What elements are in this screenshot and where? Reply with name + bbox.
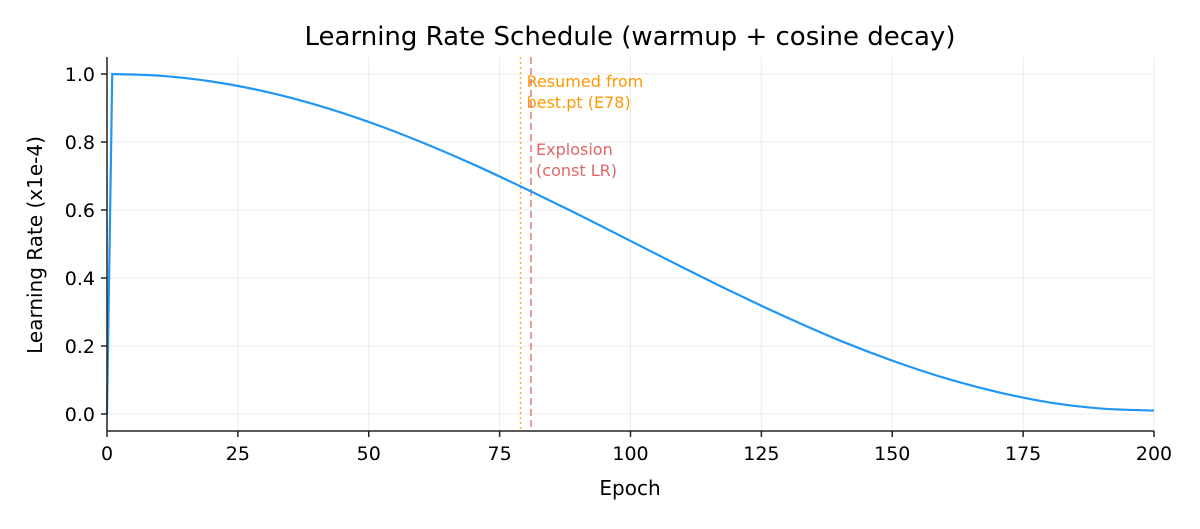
y-tick-label: 0.4 [65, 268, 95, 290]
series [105, 72, 1155, 415]
x-tick-label: 175 [1005, 443, 1041, 465]
x-tick-label: 25 [226, 443, 250, 465]
y-tick-label: 0.8 [65, 132, 95, 154]
vline-annotation: Explosion (const LR) [536, 140, 617, 180]
vlines: Resumed from best.pt (E78) Explosion (const… [519, 57, 644, 431]
y-tick-label: 1.0 [65, 64, 95, 86]
x-tick-label: 200 [1136, 443, 1172, 465]
annotation-line: Explosion [536, 140, 613, 159]
y-tick-label: 0.6 [65, 200, 95, 222]
lr-curve [105, 72, 1155, 415]
grid [106, 57, 1155, 431]
annotation-line: (const LR) [536, 161, 617, 180]
x-tick-label: 100 [612, 443, 648, 465]
vline-annotation: Resumed from best.pt (E78) [527, 72, 644, 112]
x-axis-label: Epoch [599, 476, 660, 500]
y-tick-label: 0.0 [65, 404, 95, 426]
x-tick-label: 75 [488, 443, 512, 465]
y-tick-label: 0.2 [65, 336, 95, 358]
x-tick-label: 50 [357, 443, 381, 465]
y-axis-label: Learning Rate (x1e-4) [23, 136, 47, 354]
annotation-line: Resumed from [527, 72, 644, 91]
annotation-line: best.pt (E78) [527, 93, 631, 112]
x-tick-label: 0 [101, 443, 113, 465]
x-tick-label: 125 [743, 443, 779, 465]
axes: 0 25 50 75 100 125 150 175 200 0.0 0.2 0.4 0.6 0.8 1.0 [65, 57, 1172, 465]
x-tick-label: 150 [874, 443, 910, 465]
chart-title: Learning Rate Schedule (warmup + cosine … [305, 22, 956, 52]
